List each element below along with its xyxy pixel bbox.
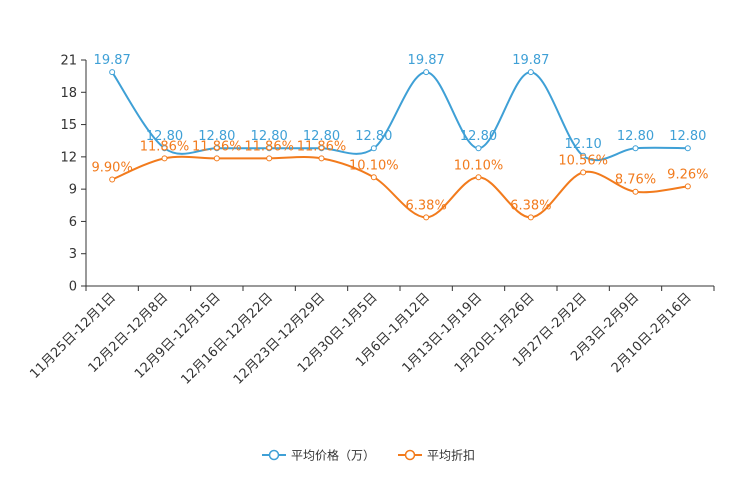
data-point[interactable] bbox=[475, 145, 482, 152]
y-tick-label: 15 bbox=[60, 118, 77, 133]
data-label: 12.80 bbox=[146, 129, 183, 144]
y-tick-label: 12 bbox=[60, 150, 77, 165]
y-tick-label: 18 bbox=[60, 86, 77, 101]
y-tick-label: 3 bbox=[69, 247, 77, 262]
data-label: 11.86% bbox=[244, 139, 294, 154]
x-tick-label: 12月16日-12月22日 bbox=[179, 290, 276, 387]
data-point[interactable] bbox=[684, 145, 691, 152]
data-point[interactable] bbox=[684, 183, 691, 190]
data-point[interactable] bbox=[213, 155, 220, 162]
legend-label: 平均折扣 bbox=[427, 448, 475, 463]
data-label: 12.80 bbox=[303, 129, 340, 144]
data-label: 12.10 bbox=[565, 137, 602, 152]
data-label: 12.80 bbox=[460, 129, 497, 144]
data-label: 19.87 bbox=[512, 53, 549, 68]
legend-label: 平均价格（万） bbox=[291, 448, 375, 463]
data-label: 11.86% bbox=[140, 139, 190, 154]
data-label: 11.86% bbox=[297, 139, 347, 154]
x-tick-label: 11月25日-12月1日 bbox=[27, 290, 119, 382]
data-point[interactable] bbox=[266, 155, 273, 162]
data-point[interactable] bbox=[580, 169, 587, 176]
data-point[interactable] bbox=[266, 145, 273, 152]
series-labels: 19.87 12.80 12.80 12.80 12.80 12.80 19.87 12.80… bbox=[92, 53, 709, 213]
data-label: 11.86% bbox=[192, 139, 242, 154]
series-points bbox=[109, 69, 691, 221]
data-point[interactable] bbox=[632, 188, 639, 195]
data-label: 6.38% bbox=[510, 198, 551, 213]
data-label: 10.10% bbox=[454, 158, 504, 173]
data-point[interactable] bbox=[370, 145, 377, 152]
y-tick-label: 21 bbox=[60, 54, 77, 69]
data-point[interactable] bbox=[580, 152, 587, 159]
data-point[interactable] bbox=[161, 155, 168, 162]
data-label: 6.38% bbox=[406, 198, 447, 213]
data-label: 9.90% bbox=[92, 160, 133, 175]
data-label: 19.87 bbox=[94, 53, 131, 68]
data-point[interactable] bbox=[423, 214, 430, 221]
legend-marker-icon bbox=[404, 449, 416, 461]
data-point[interactable] bbox=[475, 174, 482, 181]
y-tick-label: 9 bbox=[69, 183, 77, 198]
data-label: 12.80 bbox=[355, 129, 392, 144]
data-point[interactable] bbox=[632, 145, 639, 152]
data-point[interactable] bbox=[423, 69, 430, 76]
data-label: 10.56% bbox=[558, 153, 608, 168]
data-point[interactable] bbox=[370, 174, 377, 181]
y-tick-label: 6 bbox=[69, 215, 77, 230]
data-label: 19.87 bbox=[408, 53, 445, 68]
legend-item-1[interactable]: 平均折扣 bbox=[398, 448, 475, 463]
data-point[interactable] bbox=[109, 69, 116, 76]
data-label: 12.80 bbox=[669, 129, 706, 144]
y-tick-label: 0 bbox=[69, 280, 77, 295]
data-label: 9.26% bbox=[667, 167, 708, 182]
x-tick-label: 12月23日-12月29日 bbox=[231, 290, 328, 387]
data-point[interactable] bbox=[527, 214, 534, 221]
data-label: 12.80 bbox=[198, 129, 235, 144]
data-label: 12.80 bbox=[617, 129, 654, 144]
legend[interactable]: 平均价格（万） 平均折扣 bbox=[262, 448, 475, 463]
data-point[interactable] bbox=[161, 145, 168, 152]
data-point[interactable] bbox=[527, 69, 534, 76]
data-point[interactable] bbox=[318, 155, 325, 162]
legend-item-0[interactable]: 平均价格（万） bbox=[262, 448, 375, 463]
data-label: 10.10% bbox=[349, 158, 399, 173]
data-point[interactable] bbox=[213, 145, 220, 152]
data-point[interactable] bbox=[318, 145, 325, 152]
legend-marker-icon bbox=[268, 449, 280, 461]
data-label: 8.76% bbox=[615, 173, 656, 188]
data-point[interactable] bbox=[109, 176, 116, 183]
data-label: 12.80 bbox=[251, 129, 288, 144]
